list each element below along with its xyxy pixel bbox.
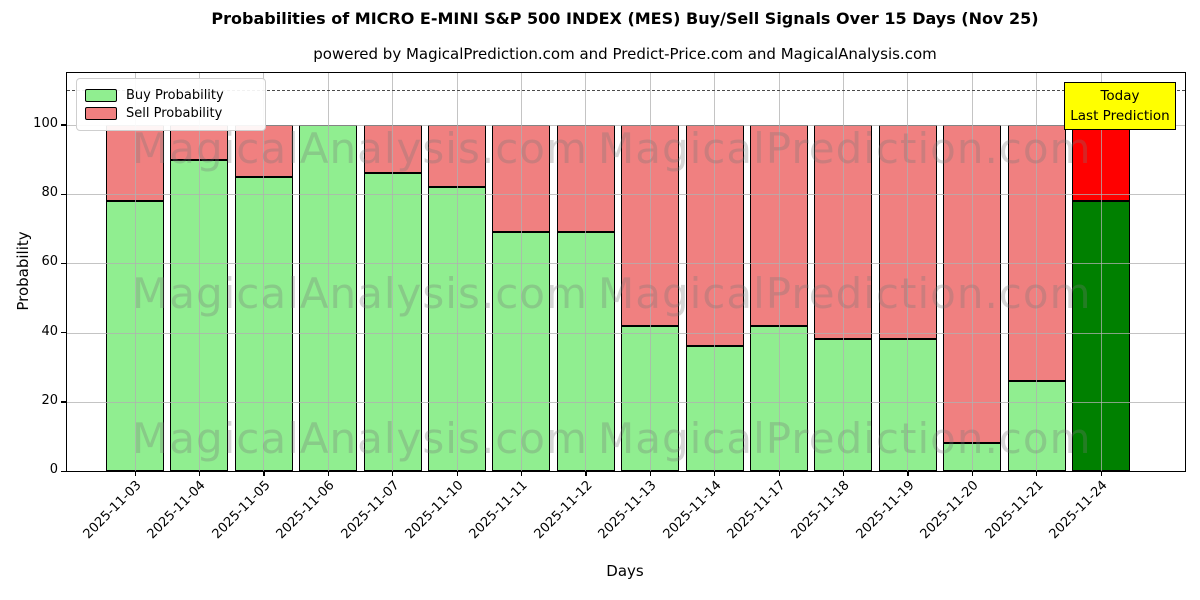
y-tick — [60, 401, 66, 403]
x-gridline — [327, 73, 329, 471]
legend-label: Sell Probability — [126, 106, 223, 121]
x-gridline — [714, 73, 716, 471]
x-gridline — [1036, 73, 1038, 471]
x-gridline — [263, 73, 265, 471]
x-tick — [456, 471, 458, 476]
y-tick — [60, 470, 66, 472]
x-tick — [263, 471, 265, 476]
x-tick — [1036, 471, 1038, 476]
legend-label: Buy Probability — [126, 88, 224, 103]
y-tick — [60, 332, 66, 334]
x-tick — [778, 471, 780, 476]
y-tick — [60, 262, 66, 265]
sell-swatch-icon — [85, 107, 117, 120]
annotation-line-1: Today — [1100, 87, 1140, 104]
x-tick — [842, 471, 845, 476]
buy-swatch-icon — [85, 89, 117, 102]
x-gridline — [1100, 73, 1102, 471]
x-tick — [520, 471, 523, 476]
x-gridline — [134, 73, 136, 471]
watermark-text: MagicalPrediction.com — [598, 414, 1092, 463]
y-gridline — [67, 263, 1185, 265]
legend-item: Buy Probability — [85, 88, 257, 103]
y-tick-label: 60 — [41, 254, 58, 270]
x-gridline — [456, 73, 458, 471]
x-gridline — [520, 73, 522, 471]
watermark-text: MagicalAnalysis.com — [132, 269, 588, 318]
x-tick — [714, 471, 716, 476]
plot-area: Buy Probability Sell Probability Today La… — [60, 72, 1186, 476]
x-tick — [198, 471, 201, 476]
dashed-threshold-line — [67, 90, 1185, 92]
legend-item: Sell Probability — [85, 106, 257, 121]
watermark-text: MagicalPrediction.com — [598, 124, 1092, 173]
x-gridline — [907, 73, 909, 471]
watermark-text: MagicalAnalysis.com — [132, 414, 588, 463]
annotation-line-2: Last Prediction — [1070, 108, 1170, 124]
x-gridline — [392, 73, 394, 471]
today-annotation: Today Last Prediction — [1064, 82, 1176, 130]
x-axis-label: Days — [606, 562, 644, 580]
x-gridline — [649, 73, 651, 471]
y-tick-label: 80 — [41, 185, 58, 201]
watermark-text: MagicalPrediction.com — [598, 269, 1092, 318]
x-tick — [327, 471, 329, 476]
y-tick-label: 0 — [49, 462, 58, 477]
y-tick — [60, 124, 66, 126]
x-tick — [134, 471, 136, 476]
x-gridline — [198, 73, 200, 471]
y-gridline — [67, 194, 1185, 196]
y-gridline — [67, 124, 1185, 126]
y-tick-label: 40 — [41, 323, 58, 339]
x-gridline — [778, 73, 780, 471]
legend: Buy Probability Sell Probability — [76, 78, 266, 131]
x-tick — [392, 471, 394, 476]
x-tick — [1100, 471, 1102, 476]
y-gridline — [67, 332, 1185, 334]
x-tick — [585, 471, 587, 476]
chart-subtitle: powered by MagicalPrediction.com and Pre… — [313, 45, 937, 63]
x-tick — [649, 471, 651, 476]
y-tick-label: 100 — [33, 115, 58, 131]
x-tick — [971, 471, 973, 476]
x-gridline — [971, 73, 973, 471]
x-gridline — [842, 73, 844, 471]
x-gridline — [585, 73, 587, 471]
y-tick — [60, 193, 66, 195]
watermark-text: MagicalAnalysis.com — [132, 124, 588, 173]
y-gridline — [67, 401, 1185, 403]
y-tick-label: 20 — [41, 392, 58, 408]
chart-title: Probabilities of MICRO E-MINI S&P 500 IN… — [211, 9, 1039, 28]
x-tick — [907, 471, 909, 476]
